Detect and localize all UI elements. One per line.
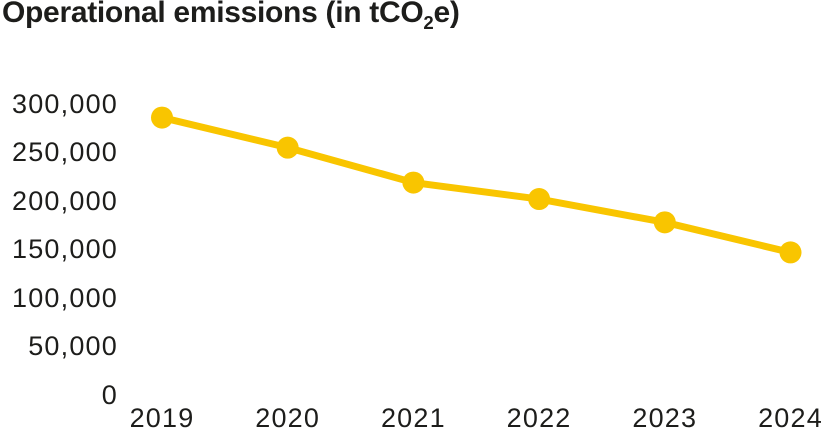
- data-point-2023: [653, 211, 676, 234]
- chart-title-text: Operational emissions (in tCO: [2, 0, 424, 29]
- x-axis-tick-label: 2020: [255, 403, 321, 433]
- y-axis-tick-label: 300,000: [12, 88, 118, 119]
- y-axis-tick-label: 0: [101, 379, 118, 410]
- y-axis-tick-label: 150,000: [12, 234, 118, 264]
- data-point-2019: [151, 106, 173, 129]
- x-axis-tick-label: 2021: [380, 403, 446, 433]
- x-axis-tick-label: 2023: [632, 403, 698, 433]
- y-axis-tick-label: 200,000: [12, 185, 118, 216]
- data-point-2020: [276, 136, 299, 159]
- data-point-2024: [779, 241, 802, 264]
- x-axis-tick-label: 2019: [129, 403, 195, 433]
- data-point-2021: [402, 171, 425, 194]
- emissions-line: [161, 114, 792, 256]
- y-axis-tick-label: 250,000: [12, 137, 118, 167]
- data-point-2022: [528, 188, 551, 211]
- y-axis-tick-label: 100,000: [12, 282, 118, 313]
- chart-title-subscript: 2: [423, 12, 434, 33]
- y-axis-tick-label: 50,000: [28, 331, 118, 361]
- chart-title-suffix: e): [433, 0, 460, 29]
- x-axis-tick-label: 2024: [758, 403, 823, 433]
- chart-title: Operational emissions (in tCO2e): [2, 0, 460, 32]
- x-axis-tick-label: 2022: [506, 403, 572, 433]
